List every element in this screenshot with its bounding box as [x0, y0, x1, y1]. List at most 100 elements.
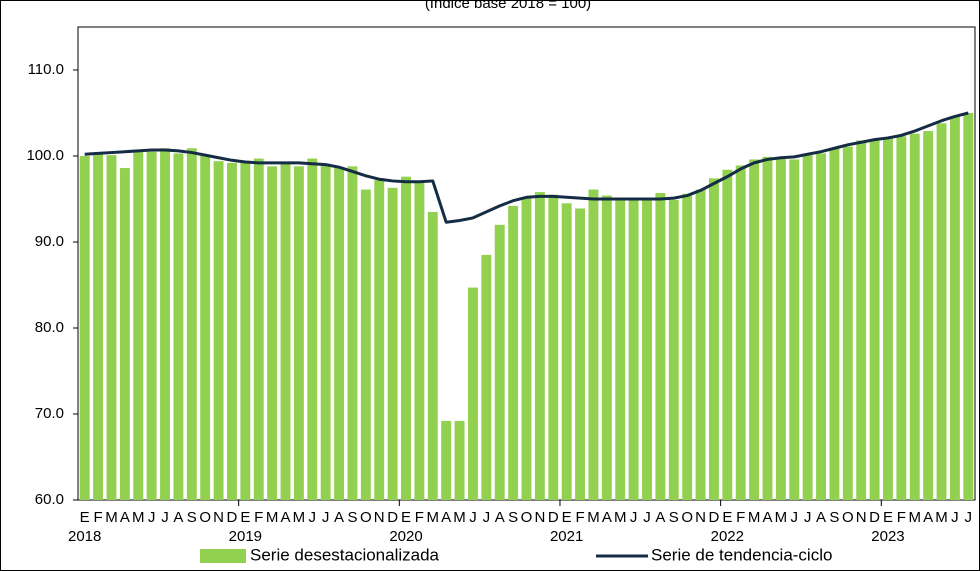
- x-tick-label: E: [240, 509, 250, 526]
- bar: [374, 180, 385, 500]
- x-tick-label: A: [923, 509, 933, 526]
- x-tick-label: D: [387, 509, 398, 526]
- x-tick-label: F: [93, 509, 102, 526]
- bar: [588, 189, 599, 501]
- bar: [936, 123, 947, 500]
- x-tick-label: A: [602, 509, 612, 526]
- x-tick-label: A: [334, 509, 344, 526]
- bar: [213, 161, 224, 500]
- y-tick-label: 60.0: [35, 491, 64, 508]
- bar: [856, 140, 867, 500]
- bar: [789, 159, 800, 500]
- x-tick-label: M: [427, 509, 440, 526]
- bar: [869, 139, 880, 500]
- bar: [749, 159, 760, 500]
- x-tick-label: E: [883, 509, 893, 526]
- legend-swatch: [200, 549, 246, 563]
- x-tick-label: F: [736, 509, 745, 526]
- x-tick-label: N: [213, 509, 224, 526]
- bar: [923, 131, 934, 500]
- bar: [775, 158, 786, 500]
- x-tick-label: J: [804, 509, 812, 526]
- bar: [494, 224, 505, 501]
- legend-label: Serie desestacionalizada: [250, 545, 440, 564]
- x-tick-label: N: [374, 509, 385, 526]
- bar: [387, 187, 398, 500]
- bar: [307, 158, 318, 500]
- bar: [240, 162, 251, 500]
- bar: [548, 194, 559, 500]
- bar: [842, 146, 853, 501]
- year-label: 2021: [550, 528, 583, 545]
- x-tick-label: J: [161, 509, 169, 526]
- bar: [682, 193, 693, 500]
- bar: [186, 148, 197, 500]
- chart-subtitle: (Índice base 2018 = 100): [425, 0, 591, 12]
- x-tick-label: D: [869, 509, 880, 526]
- bar: [360, 189, 371, 501]
- year-label: 2019: [229, 528, 262, 545]
- bar: [615, 199, 626, 500]
- bar: [320, 163, 331, 501]
- bar: [200, 156, 211, 500]
- x-tick-label: O: [681, 509, 693, 526]
- x-tick-label: E: [722, 509, 732, 526]
- bar: [561, 203, 572, 501]
- x-tick-label: N: [534, 509, 545, 526]
- y-tick-label: 110.0: [28, 61, 64, 78]
- bar: [253, 158, 264, 500]
- x-tick-label: M: [614, 509, 627, 526]
- x-tick-label: A: [441, 509, 451, 526]
- x-tick-label: M: [453, 509, 466, 526]
- bar: [668, 199, 679, 501]
- x-tick-label: F: [897, 509, 906, 526]
- bar: [133, 151, 144, 500]
- x-tick-label: S: [347, 509, 357, 526]
- bar: [829, 148, 840, 500]
- bar: [334, 167, 345, 500]
- x-tick-label: M: [587, 509, 600, 526]
- x-tick-label: S: [669, 509, 679, 526]
- x-tick-label: J: [965, 509, 973, 526]
- bar: [481, 254, 492, 500]
- bar: [467, 287, 478, 500]
- y-tick-label: 90.0: [35, 233, 64, 250]
- bar: [79, 156, 90, 500]
- x-tick-label: J: [630, 509, 638, 526]
- bar: [695, 189, 706, 501]
- legend-label: Serie de tendencia-ciclo: [651, 545, 832, 564]
- x-tick-label: O: [360, 509, 372, 526]
- x-tick-label: A: [655, 509, 665, 526]
- bar: [722, 169, 733, 500]
- year-label: 2023: [871, 528, 904, 545]
- x-tick-label: A: [120, 509, 130, 526]
- bar: [173, 153, 184, 501]
- bar: [883, 137, 893, 500]
- x-tick-label: D: [548, 509, 559, 526]
- x-tick-label: A: [495, 509, 505, 526]
- x-tick-label: M: [909, 509, 922, 526]
- x-tick-label: J: [791, 509, 799, 526]
- bar: [601, 195, 612, 500]
- x-tick-label: M: [132, 509, 145, 526]
- x-tick-label: J: [309, 509, 317, 526]
- x-tick-label: J: [643, 509, 651, 526]
- year-label: 2018: [68, 528, 101, 545]
- year-label: 2020: [389, 528, 422, 545]
- bar: [655, 192, 666, 501]
- x-tick-label: M: [775, 509, 788, 526]
- x-tick-label: O: [199, 509, 211, 526]
- y-tick-label: 80.0: [35, 319, 64, 336]
- x-tick-label: J: [469, 509, 477, 526]
- x-tick-label: D: [227, 509, 238, 526]
- x-tick-label: S: [508, 509, 518, 526]
- bar: [521, 198, 532, 500]
- bar: [347, 166, 358, 500]
- bar: [401, 176, 411, 500]
- x-tick-label: J: [322, 509, 330, 526]
- x-tick-label: E: [562, 509, 572, 526]
- bar: [896, 136, 907, 500]
- bar: [909, 133, 920, 500]
- x-tick-label: E: [401, 509, 411, 526]
